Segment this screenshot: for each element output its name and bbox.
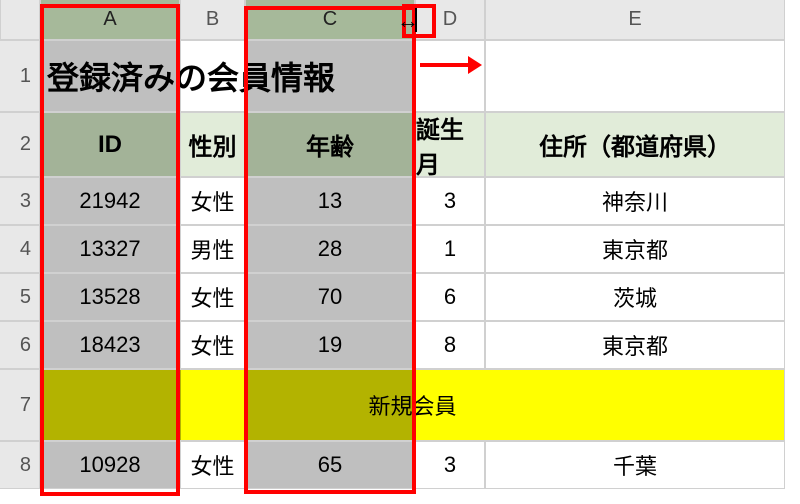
cell-addr-last[interactable]: 千葉 bbox=[485, 441, 785, 489]
cell-id-1[interactable]: 13327 bbox=[40, 225, 180, 273]
col-header-a[interactable]: A bbox=[40, 0, 180, 40]
col-header-b[interactable]: B bbox=[180, 0, 245, 40]
header-id[interactable]: ID bbox=[40, 112, 180, 177]
corner-cell[interactable] bbox=[0, 0, 40, 40]
row-header-1[interactable]: 1 bbox=[0, 40, 40, 112]
cell-age-2[interactable]: 70 bbox=[245, 273, 415, 321]
col-header-e[interactable]: E bbox=[485, 0, 785, 40]
row-header-3[interactable]: 3 bbox=[0, 177, 40, 225]
cell-addr-3[interactable]: 東京都 bbox=[485, 321, 785, 369]
row-header-6[interactable]: 6 bbox=[0, 321, 40, 369]
cell-addr-1[interactable]: 東京都 bbox=[485, 225, 785, 273]
row-header-2[interactable]: 2 bbox=[0, 112, 40, 177]
row-header-4[interactable]: 4 bbox=[0, 225, 40, 273]
cell-age-last[interactable]: 65 bbox=[245, 441, 415, 489]
row-header-7[interactable]: 7 bbox=[0, 369, 40, 441]
cell-id-last[interactable]: 10928 bbox=[40, 441, 180, 489]
cell-gender-3[interactable]: 女性 bbox=[180, 321, 245, 369]
col-header-d[interactable]: D bbox=[415, 0, 485, 40]
spreadsheet: A B C D E 1 登録済みの会員情報 2 ID 性別 年齢 誕生月 住所（… bbox=[0, 0, 800, 489]
row-header-5[interactable]: 5 bbox=[0, 273, 40, 321]
cell-birth-2[interactable]: 6 bbox=[415, 273, 485, 321]
resize-cursor-vline bbox=[415, 8, 417, 32]
cell-gender-last[interactable]: 女性 bbox=[180, 441, 245, 489]
merged-cell[interactable]: 新規会員 bbox=[40, 369, 785, 441]
cell-birth-1[interactable]: 1 bbox=[415, 225, 485, 273]
cell-addr-0[interactable]: 神奈川 bbox=[485, 177, 785, 225]
cell-birth-0[interactable]: 3 bbox=[415, 177, 485, 225]
merged-label: 新規会員 bbox=[368, 389, 456, 421]
cell-birth-last[interactable]: 3 bbox=[415, 441, 485, 489]
header-address[interactable]: 住所（都道府県） bbox=[485, 112, 785, 177]
cell-birth-3[interactable]: 8 bbox=[415, 321, 485, 369]
cell-age-0[interactable]: 13 bbox=[245, 177, 415, 225]
cell-gender-1[interactable]: 男性 bbox=[180, 225, 245, 273]
cell-gender-0[interactable]: 女性 bbox=[180, 177, 245, 225]
header-birth-month[interactable]: 誕生月 bbox=[415, 112, 485, 177]
title-cell[interactable]: 登録済みの会員情報 bbox=[40, 40, 180, 112]
header-gender[interactable]: 性別 bbox=[180, 112, 245, 177]
cell-age-3[interactable]: 19 bbox=[245, 321, 415, 369]
cell-e1[interactable] bbox=[485, 40, 785, 112]
cell-id-0[interactable]: 21942 bbox=[40, 177, 180, 225]
cell-gender-2[interactable]: 女性 bbox=[180, 273, 245, 321]
cell-id-2[interactable]: 13528 bbox=[40, 273, 180, 321]
cell-id-3[interactable]: 18423 bbox=[40, 321, 180, 369]
cell-age-1[interactable]: 28 bbox=[245, 225, 415, 273]
col-header-c[interactable]: C bbox=[245, 0, 415, 40]
header-age[interactable]: 年齢 bbox=[245, 112, 415, 177]
row-header-8[interactable]: 8 bbox=[0, 441, 40, 489]
cell-d1[interactable] bbox=[415, 40, 485, 112]
cell-addr-2[interactable]: 茨城 bbox=[485, 273, 785, 321]
